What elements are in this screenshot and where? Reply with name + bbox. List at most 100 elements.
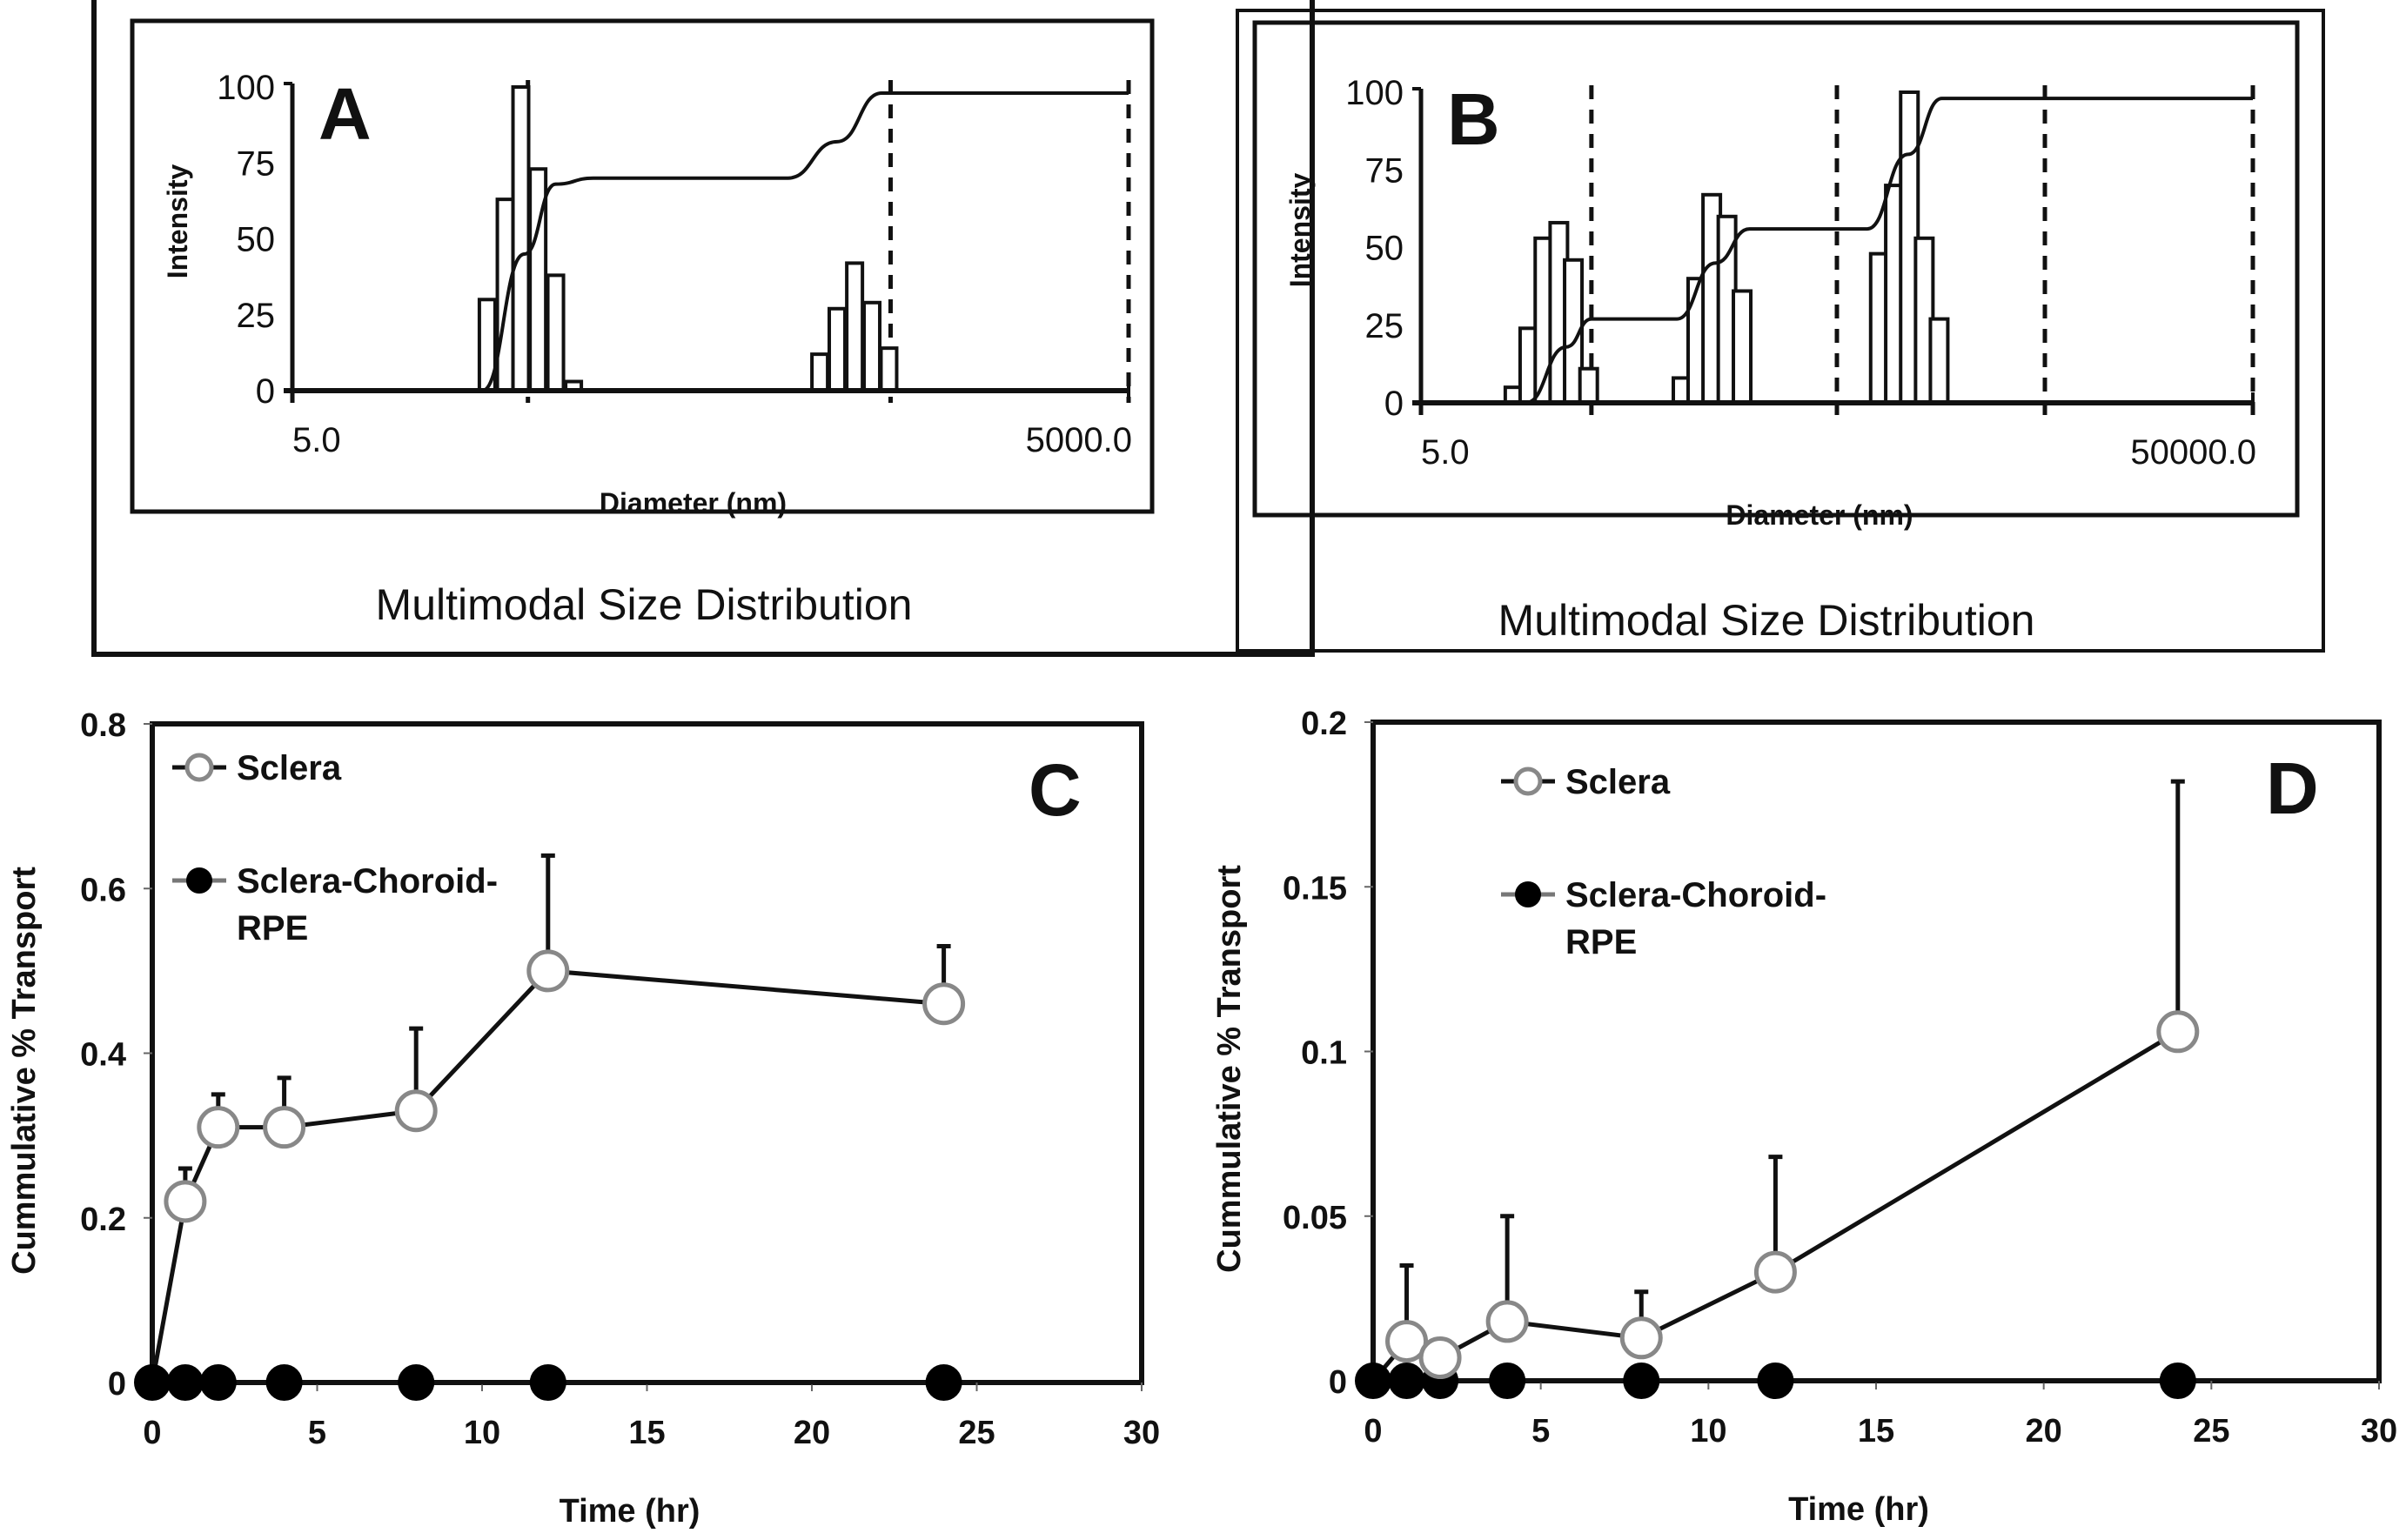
panel-c-point-sclera-choroid-rpe: [529, 1364, 566, 1401]
panel-d-y-axis-title: Cummulative % Transport: [1211, 865, 1248, 1273]
panel-a-x-axis-title: Diameter (nm): [600, 487, 787, 519]
panel-b-y-tick-label: 100: [1345, 74, 1404, 112]
panel-c-legend-marker-sclera-choroid-rpe: [186, 867, 212, 894]
panel-c-point-sclera-choroid-rpe: [398, 1364, 435, 1401]
panel-d-y-tick-label: 0.2: [1301, 706, 1347, 742]
panel-c-point-sclera: [263, 1106, 306, 1149]
panel-c-point-sclera-choroid-rpe: [199, 1364, 237, 1401]
panel-a: 0 25 50 75 100 5.0 5000.0 Diameter (nm) Intensit…: [91, 0, 1315, 657]
panel-c-y-axis-title: Cummulative % Transport: [6, 867, 43, 1275]
panel-d-x-tick-label: 25: [2193, 1413, 2229, 1450]
panel-c-series-line-sclera: [150, 968, 944, 1383]
panel-d-x-tick-label: 5: [1531, 1413, 1550, 1450]
panel-c-point-sclera: [526, 949, 570, 993]
panel-b-y-tick-label: 25: [1365, 307, 1404, 345]
panel-c-point-sclera: [164, 1180, 207, 1223]
panel-c-y-tick-label: 0.8: [80, 707, 126, 744]
panel-b-inner-frame: [1252, 20, 2300, 518]
panel-d-point-sclera: [1418, 1336, 1462, 1380]
panel-d-x-tick-label: 0: [1364, 1413, 1382, 1450]
panel-c-x-tick-label: 10: [464, 1415, 500, 1451]
panel-b-y-tick-label: 50: [1365, 230, 1404, 268]
panel-a-histogram-bar: [495, 198, 515, 392]
panel-b-outer-frame: [1236, 9, 2325, 653]
panel-d-y-tick-label: 0.05: [1283, 1200, 1347, 1236]
panel-a-x-tick-label: 5.0: [292, 421, 341, 459]
panel-a-y-tick-label: 100: [217, 69, 275, 107]
panel-c-letter: C: [1029, 749, 1082, 831]
panel-d-point-sclera-choroid-rpe: [2159, 1363, 2196, 1399]
panel-c-x-tick-label: 0: [143, 1415, 161, 1451]
panel-b-x-tick-label: 5.0: [1421, 433, 1470, 472]
panel-d-x-tick-label: 10: [1690, 1413, 1726, 1450]
panel-d-point-sclera-choroid-rpe: [1757, 1363, 1794, 1399]
panel-a-histogram-bar: [828, 306, 848, 392]
panel-b-histogram-bar: [1732, 289, 1753, 405]
panel-d-letter: D: [2266, 747, 2319, 829]
panel-b-letter: B: [1447, 78, 1500, 160]
panel-a-histogram-bar: [511, 85, 531, 392]
panel-c-x-tick-label: 25: [958, 1415, 995, 1451]
panel-a-letter: A: [318, 73, 372, 155]
panel-c-point-sclera: [922, 982, 966, 1026]
panel-d-y-tick-label: 0.1: [1301, 1035, 1347, 1072]
panel-a-inner-frame: [130, 18, 1155, 514]
panel-c-x-tick-label: 5: [308, 1415, 326, 1451]
panel-d-y-tick-label: 0.15: [1283, 870, 1347, 907]
panel-d-point-sclera: [1385, 1320, 1429, 1363]
panel-c-plot-frame: [150, 721, 1144, 1385]
panel-b-x-tick-label: 50000.0: [2130, 433, 2256, 472]
panel-b-caption: Multimodal Size Distribution: [1498, 596, 2035, 645]
panel-a-plot: 0 25 50 75 100 5.0 5000.0 Diameter (nm) Intensit…: [162, 69, 1132, 519]
panel-b-y-tick-label: 0: [1384, 385, 1404, 423]
panel-b-cumulative-curve: [1525, 97, 2253, 405]
panel-d-plot-frame: [1371, 720, 2382, 1383]
panel-d-point-sclera: [1485, 1300, 1529, 1343]
panel-c-y-tick-label: 0.2: [80, 1202, 126, 1238]
panel-a-histogram-bar: [879, 346, 899, 393]
panel-a-x-tick-label: 5000.0: [1026, 421, 1132, 459]
panel-c-legend-label-sclera-choroid-rpe: Sclera-Choroid-: [237, 862, 498, 901]
panel-b-histogram-bar: [1578, 366, 1599, 405]
panel-b-histogram-bar: [1928, 317, 1950, 405]
panel-d-x-axis-title: Time (hr): [1788, 1491, 1929, 1528]
panel-a-histogram-bar: [862, 300, 882, 393]
panel-c-x-tick-label: 30: [1123, 1415, 1160, 1451]
panel-a-y-tick-label: 25: [237, 297, 276, 335]
panel-a-y-tick-label: 0: [256, 372, 275, 411]
panel-c-x-tick-label: 15: [628, 1415, 665, 1451]
panel-d: 0 5 10 15 20 25 30 0 0.05 0.1 0.15 0.2 Time (hr) Cumm…: [1211, 706, 2397, 1528]
panel-a-histogram-bar: [546, 273, 566, 392]
panel-c-legend-marker-sclera: [184, 753, 214, 782]
panel-d-point-sclera: [1753, 1250, 1797, 1294]
panel-c-y-tick-label: 0: [108, 1366, 126, 1403]
panel-b-x-axis-title: Diameter (nm): [1726, 499, 1913, 531]
panel-c-point-sclera-choroid-rpe: [166, 1364, 204, 1401]
panel-d-legend-label-sclera-choroid-rpe: Sclera-Choroid-: [1565, 876, 1826, 914]
panel-a-y-tick-label: 50: [237, 221, 276, 259]
panel-d-point-sclera-choroid-rpe: [1623, 1363, 1660, 1399]
panel-c: 0 5 10 15 20 25 30 0 0.2 0.4 0.6 0.8 Time (hr) Cummul…: [6, 707, 1160, 1530]
panel-a-outer-frame: [91, 0, 1315, 657]
panel-d-point-sclera-choroid-rpe: [1388, 1363, 1425, 1399]
panel-d-x-tick-label: 15: [1858, 1413, 1894, 1450]
panel-d-legend-marker-sclera: [1513, 767, 1543, 796]
panel-b-plot: 0 25 50 75 100 5.0 50000.0 Diameter (nm) Intensi…: [1284, 74, 2256, 531]
panel-c-y-tick-label: 0.4: [80, 1037, 126, 1074]
panel-c-legend-label-sclera: Sclera: [237, 749, 342, 787]
panel-a-y-tick-label: 75: [237, 144, 276, 183]
panel-a-caption: Multimodal Size Distribution: [376, 580, 913, 629]
panel-d-point-sclera: [1619, 1316, 1663, 1360]
panel-d-x-tick-label: 30: [2361, 1413, 2397, 1450]
panel-c-point-sclera-choroid-rpe: [925, 1364, 962, 1401]
panel-a-cumulative-curve: [481, 90, 1129, 392]
panel-c-point-sclera-choroid-rpe: [134, 1364, 171, 1401]
panel-a-histogram-bar: [810, 352, 830, 392]
panel-d-legend-label-sclera-choroid-rpe-line2: RPE: [1565, 923, 1637, 961]
panel-c-point-sclera-choroid-rpe: [265, 1364, 303, 1401]
panel-d-point-sclera-choroid-rpe: [1355, 1363, 1391, 1399]
panel-c-x-axis-title: Time (hr): [560, 1493, 700, 1530]
panel-d-legend-marker-sclera-choroid-rpe: [1515, 881, 1541, 907]
panel-b-y-axis-title: Intensity: [1284, 173, 1316, 288]
